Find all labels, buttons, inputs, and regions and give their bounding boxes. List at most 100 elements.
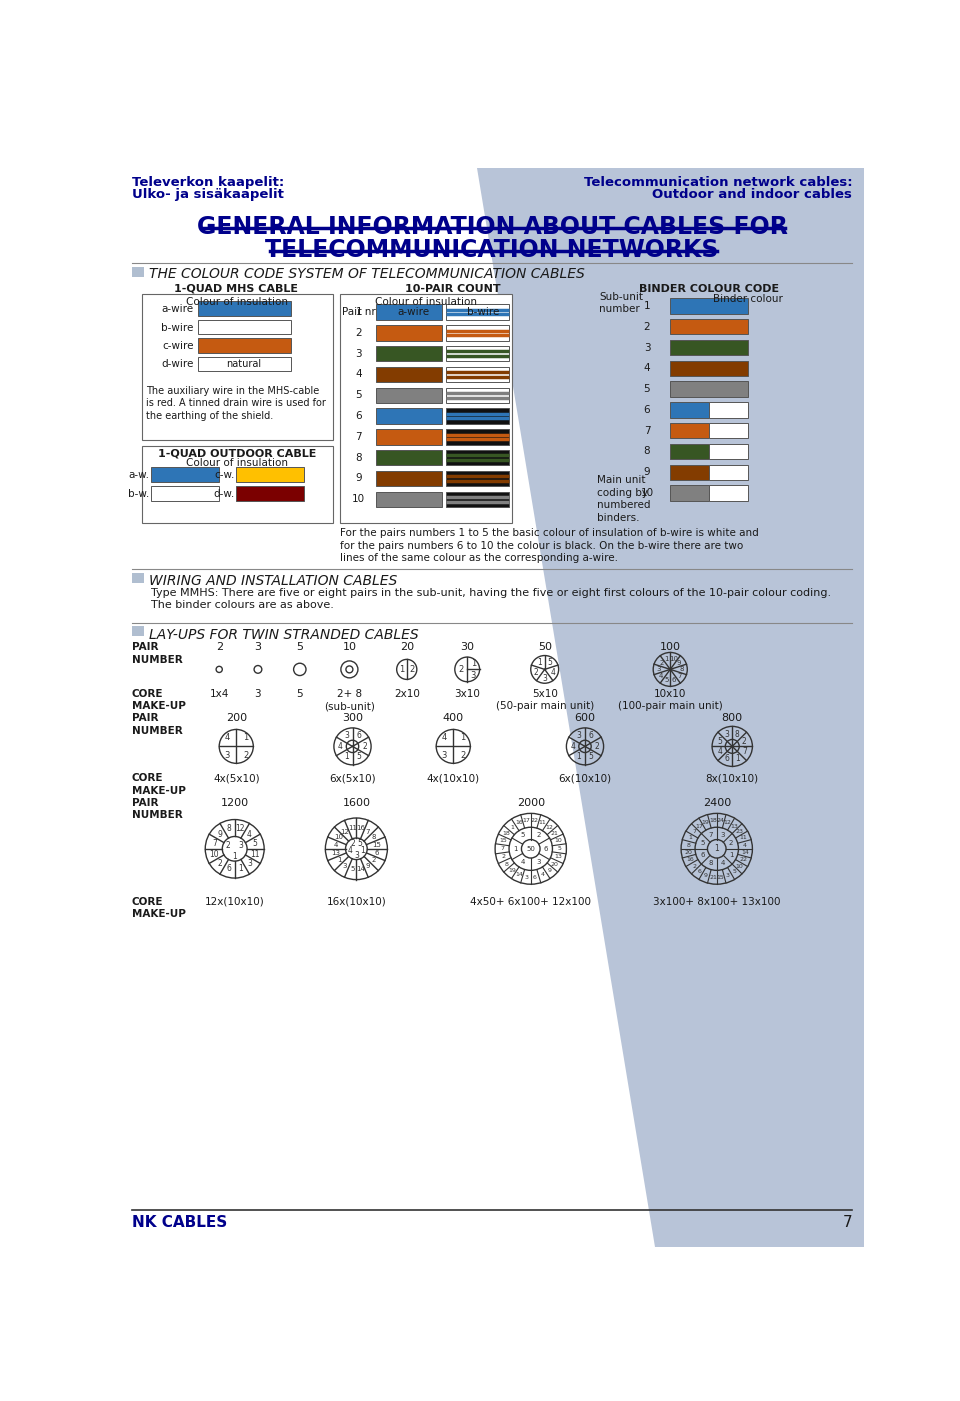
Text: 15: 15	[372, 842, 381, 848]
Text: c-w.: c-w.	[214, 469, 234, 479]
Text: 7: 7	[500, 846, 504, 852]
Text: 7: 7	[355, 432, 362, 441]
Text: 12x(10x10): 12x(10x10)	[204, 897, 265, 906]
Text: 10: 10	[352, 495, 365, 504]
Text: 4: 4	[551, 668, 556, 677]
Text: 8: 8	[227, 824, 231, 834]
Text: 1600: 1600	[343, 799, 371, 808]
Bar	[375, 388, 442, 403]
Text: 14: 14	[741, 850, 749, 855]
Text: 3x100+ 8x100+ 13x100: 3x100+ 8x100+ 13x100	[653, 897, 780, 906]
Text: 300: 300	[342, 713, 363, 723]
Bar	[670, 381, 748, 396]
Bar	[375, 471, 442, 486]
Text: 10: 10	[735, 863, 743, 869]
Text: 16: 16	[356, 825, 365, 831]
Text: 4: 4	[718, 747, 723, 757]
Bar	[445, 450, 509, 465]
Text: THE COLOUR CODE SYSTEM OF TELECOMMUNICATION CABLES: THE COLOUR CODE SYSTEM OF TELECOMMUNICAT…	[149, 268, 585, 282]
Text: 50: 50	[526, 846, 535, 852]
Text: a-wire: a-wire	[161, 304, 194, 314]
Text: Telecommunication network cables:: Telecommunication network cables:	[584, 175, 852, 189]
Text: 1200: 1200	[221, 799, 249, 808]
Text: 2: 2	[729, 841, 733, 846]
Text: 2: 2	[216, 643, 223, 653]
Text: CORE
MAKE-UP: CORE MAKE-UP	[132, 773, 185, 796]
Text: 16: 16	[686, 857, 694, 862]
Text: CORE
MAKE-UP: CORE MAKE-UP	[132, 897, 185, 919]
Text: 8: 8	[505, 862, 509, 867]
Text: Colour of insulation: Colour of insulation	[186, 458, 288, 468]
Text: 4: 4	[355, 370, 362, 380]
Text: Ulko- ja sisäkaapelit: Ulko- ja sisäkaapelit	[132, 188, 283, 202]
Text: 2: 2	[692, 863, 696, 869]
Bar	[375, 408, 442, 423]
Text: 20: 20	[551, 862, 559, 867]
Text: 1: 1	[729, 852, 733, 857]
Text: 8: 8	[679, 667, 684, 672]
Text: 8: 8	[686, 842, 690, 848]
Text: 5: 5	[644, 384, 650, 394]
Text: 4x(5x10): 4x(5x10)	[213, 773, 259, 783]
Text: 4: 4	[338, 743, 343, 751]
Text: 1: 1	[337, 857, 341, 863]
Text: 1-QUAD OUTDOOR CABLE: 1-QUAD OUTDOOR CABLE	[158, 448, 317, 458]
Text: 2: 2	[350, 839, 355, 848]
Bar	[236, 467, 304, 482]
Text: 4: 4	[348, 846, 352, 855]
Text: 3: 3	[577, 731, 582, 741]
Text: Televerkon kaapelit:: Televerkon kaapelit:	[132, 175, 284, 189]
Text: 12: 12	[545, 825, 554, 829]
Text: 20: 20	[399, 643, 414, 653]
Text: 17: 17	[695, 824, 704, 829]
Text: 6: 6	[374, 850, 379, 856]
Text: 1: 1	[460, 733, 466, 741]
Text: 8: 8	[372, 834, 376, 841]
Text: 1: 1	[399, 665, 404, 674]
Text: 2: 2	[243, 751, 249, 761]
Bar	[445, 367, 509, 382]
Text: c-wire: c-wire	[162, 340, 194, 352]
Text: 7: 7	[644, 426, 650, 436]
Text: 2: 2	[226, 841, 230, 849]
Bar	[198, 319, 291, 335]
Bar	[445, 325, 509, 340]
Text: 7: 7	[708, 832, 713, 838]
Bar	[445, 492, 509, 507]
Bar	[709, 465, 748, 481]
Text: 2: 2	[362, 743, 367, 751]
Text: 6: 6	[533, 874, 537, 880]
Bar	[375, 492, 442, 507]
Bar	[375, 450, 442, 465]
Text: 4: 4	[334, 842, 338, 848]
Text: 2: 2	[355, 328, 362, 338]
Text: PAIR
NUMBER: PAIR NUMBER	[132, 643, 182, 665]
Text: 5: 5	[297, 643, 303, 653]
Bar	[670, 319, 748, 335]
Text: 1: 1	[232, 852, 237, 860]
Text: 13: 13	[554, 855, 563, 859]
Text: 3: 3	[343, 863, 347, 869]
Text: 7: 7	[843, 1215, 852, 1230]
Text: 1: 1	[664, 656, 669, 661]
Bar	[670, 423, 709, 439]
Text: 1: 1	[688, 835, 692, 841]
Text: GENERAL INFORMATION ABOUT CABLES FOR: GENERAL INFORMATION ABOUT CABLES FOR	[197, 216, 787, 240]
Text: 6: 6	[644, 405, 650, 415]
Text: b-wire: b-wire	[161, 322, 194, 332]
Bar	[198, 357, 291, 371]
Bar	[375, 429, 442, 444]
Bar	[132, 573, 144, 583]
Text: Outdoor and indoor cables: Outdoor and indoor cables	[653, 188, 852, 202]
Bar	[445, 408, 509, 423]
Text: 11: 11	[348, 825, 357, 831]
Text: 1: 1	[470, 658, 476, 668]
Text: 2: 2	[460, 751, 466, 761]
Text: BINDER COLOUR CODE: BINDER COLOUR CODE	[639, 283, 780, 294]
Bar	[236, 486, 304, 500]
Text: 11: 11	[539, 821, 546, 825]
Text: 19: 19	[508, 867, 516, 873]
Bar	[445, 388, 509, 403]
Text: 7: 7	[212, 839, 217, 848]
Bar	[670, 485, 709, 500]
